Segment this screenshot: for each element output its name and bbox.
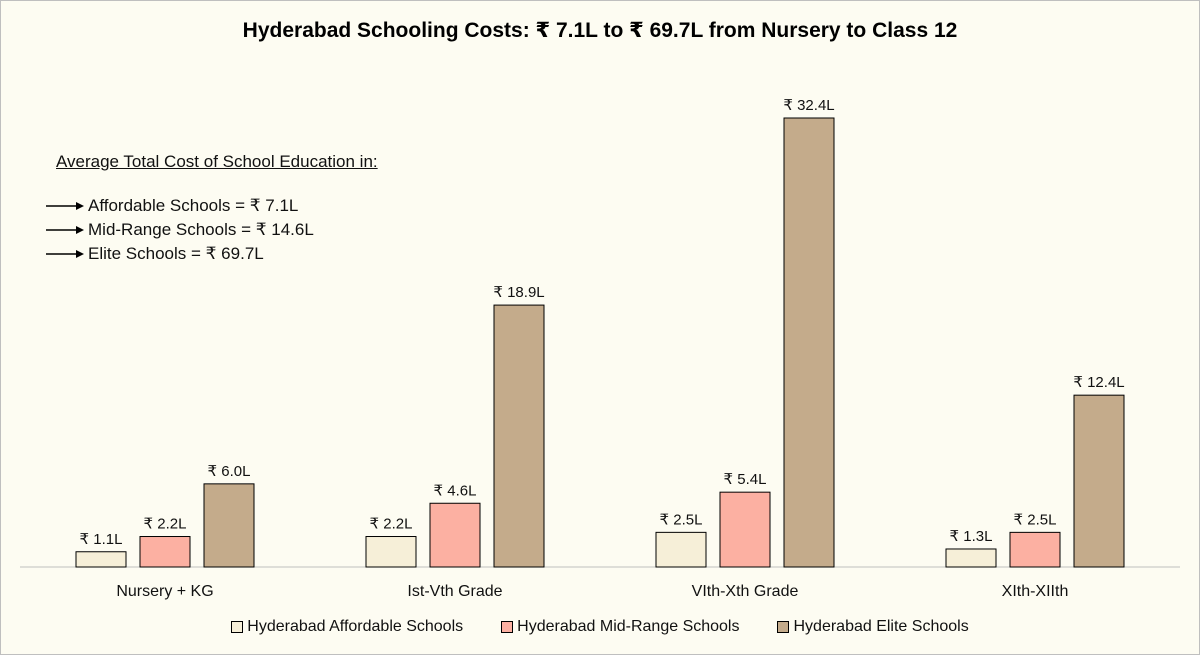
bar-midrange — [719, 491, 771, 568]
legend: Hyderabad Affordable Schools Hyderabad M… — [0, 618, 1200, 636]
legend-label-affordable: Hyderabad Affordable Schools — [247, 618, 464, 635]
bar-elite — [203, 483, 255, 568]
data-label-affordable: ₹ 2.5L — [660, 511, 703, 528]
data-label-elite: ₹ 32.4L — [783, 97, 834, 114]
cost-summary-line: Affordable Schools = ₹ 7.1L — [46, 194, 378, 218]
data-label-affordable: ₹ 1.1L — [80, 531, 123, 548]
data-label-affordable: ₹ 2.2L — [370, 516, 413, 533]
bar-midrange — [429, 502, 481, 568]
legend-item-midrange: Hyderabad Mid-Range Schools — [501, 618, 739, 636]
arrow-right-icon — [46, 202, 84, 210]
data-label-midrange: ₹ 2.5L — [1014, 511, 1057, 528]
x-tick-label: Ist-Vth Grade — [407, 583, 502, 600]
bar-elite — [493, 304, 545, 568]
cost-summary-elite: Elite Schools = ₹ 69.7L — [88, 244, 264, 263]
data-label-elite: ₹ 12.4L — [1073, 374, 1124, 391]
cost-summary-line: Mid-Range Schools = ₹ 14.6L — [46, 218, 378, 242]
bar-midrange — [1009, 531, 1061, 568]
bar-elite — [783, 117, 835, 568]
bar-affordable — [945, 548, 997, 568]
cost-summary-affordable: Affordable Schools = ₹ 7.1L — [88, 196, 299, 215]
cost-summary-line: Elite Schools = ₹ 69.7L — [46, 242, 378, 266]
bar-affordable — [655, 531, 707, 568]
data-label-midrange: ₹ 5.4L — [724, 471, 767, 488]
bar-elite — [1073, 394, 1125, 568]
cost-summary-midrange: Mid-Range Schools = ₹ 14.6L — [88, 220, 314, 239]
x-tick-label: Nursery + KG — [116, 583, 213, 600]
data-label-midrange: ₹ 2.2L — [144, 516, 187, 533]
data-label-affordable: ₹ 1.3L — [950, 528, 993, 545]
legend-label-midrange: Hyderabad Mid-Range Schools — [517, 618, 740, 635]
bar-affordable — [365, 536, 417, 568]
cost-summary-heading: Average Total Cost of School Education i… — [56, 152, 378, 171]
legend-item-affordable: Hyderabad Affordable Schools — [231, 618, 463, 636]
chart-title: Hyderabad Schooling Costs: ₹ 7.1L to ₹ 6… — [242, 19, 958, 42]
legend-swatch-midrange — [501, 621, 514, 633]
legend-swatch-affordable — [231, 621, 244, 633]
legend-swatch-elite — [777, 621, 790, 633]
x-tick-label: XIth-XIIth — [1002, 583, 1069, 600]
data-label-elite: ₹ 18.9L — [493, 284, 544, 301]
data-label-midrange: ₹ 4.6L — [434, 482, 477, 499]
bar-midrange — [139, 536, 191, 568]
data-label-elite: ₹ 6.0L — [208, 463, 251, 480]
legend-label-elite: Hyderabad Elite Schools — [793, 618, 969, 635]
arrow-right-icon — [46, 250, 84, 258]
arrow-right-icon — [46, 226, 84, 234]
x-tick-label: VIth-Xth Grade — [692, 583, 799, 600]
cost-summary-note: Average Total Cost of School Education i… — [46, 152, 378, 266]
legend-item-elite: Hyderabad Elite Schools — [777, 618, 969, 636]
bar-affordable — [75, 551, 127, 568]
